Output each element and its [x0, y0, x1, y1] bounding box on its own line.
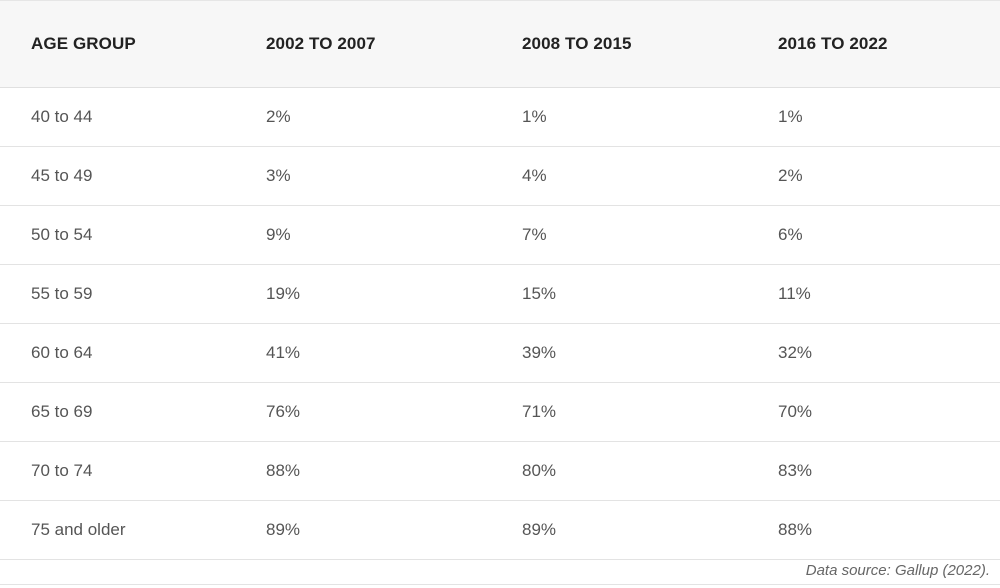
value-cell: 11% [747, 264, 1000, 324]
value-cell: 4% [491, 146, 747, 206]
value-cell: 7% [491, 205, 747, 265]
value-cell: 41% [235, 323, 491, 383]
age-group-cell: 45 to 49 [0, 146, 235, 206]
value-cell: 32% [747, 323, 1000, 383]
value-cell: 89% [491, 500, 747, 560]
bottom-divider [0, 584, 1000, 585]
age-group-cell: 75 and older [0, 500, 235, 560]
header-age-group: AGE GROUP [0, 1, 235, 88]
value-cell: 70% [747, 382, 1000, 442]
value-cell: 1% [747, 87, 1000, 147]
value-cell: 3% [235, 146, 491, 206]
value-cell: 83% [747, 441, 1000, 501]
value-cell: 88% [747, 500, 1000, 560]
table-row: 60 to 64 41% 39% 32% [0, 323, 1000, 383]
age-group-cell: 40 to 44 [0, 87, 235, 147]
age-group-cell: 65 to 69 [0, 382, 235, 442]
header-row: AGE GROUP 2002 TO 2007 2008 TO 2015 2016… [0, 1, 1000, 88]
value-cell: 2% [747, 146, 1000, 206]
age-group-cell: 60 to 64 [0, 323, 235, 383]
age-group-cell: 50 to 54 [0, 205, 235, 265]
value-cell: 76% [235, 382, 491, 442]
age-group-cell: 55 to 59 [0, 264, 235, 324]
value-cell: 88% [235, 441, 491, 501]
header-2008-2015: 2008 TO 2015 [491, 1, 747, 88]
value-cell: 89% [235, 500, 491, 560]
table-header: AGE GROUP 2002 TO 2007 2008 TO 2015 2016… [0, 1, 1000, 88]
table-body: 40 to 44 2% 1% 1% 45 to 49 3% 4% 2% 50 t… [0, 87, 1000, 560]
value-cell: 71% [491, 382, 747, 442]
value-cell: 9% [235, 205, 491, 265]
header-2002-2007: 2002 TO 2007 [235, 1, 491, 88]
data-source-caption: Data source: Gallup (2022). [805, 562, 990, 579]
header-2016-2022: 2016 TO 2022 [747, 1, 1000, 88]
retirement-age-table: AGE GROUP 2002 TO 2007 2008 TO 2015 2016… [0, 1, 1000, 560]
table-row: 45 to 49 3% 4% 2% [0, 146, 1000, 206]
table-row: 50 to 54 9% 7% 6% [0, 205, 1000, 265]
table-row: 75 and older 89% 89% 88% [0, 500, 1000, 560]
table-row: 55 to 59 19% 15% 11% [0, 264, 1000, 324]
age-group-cell: 70 to 74 [0, 441, 235, 501]
table-row: 65 to 69 76% 71% 70% [0, 382, 1000, 442]
value-cell: 39% [491, 323, 747, 383]
value-cell: 80% [491, 441, 747, 501]
value-cell: 19% [235, 264, 491, 324]
value-cell: 6% [747, 205, 1000, 265]
value-cell: 2% [235, 87, 491, 147]
table-row: 40 to 44 2% 1% 1% [0, 87, 1000, 147]
value-cell: 1% [491, 87, 747, 147]
value-cell: 15% [491, 264, 747, 324]
table-row: 70 to 74 88% 80% 83% [0, 441, 1000, 501]
